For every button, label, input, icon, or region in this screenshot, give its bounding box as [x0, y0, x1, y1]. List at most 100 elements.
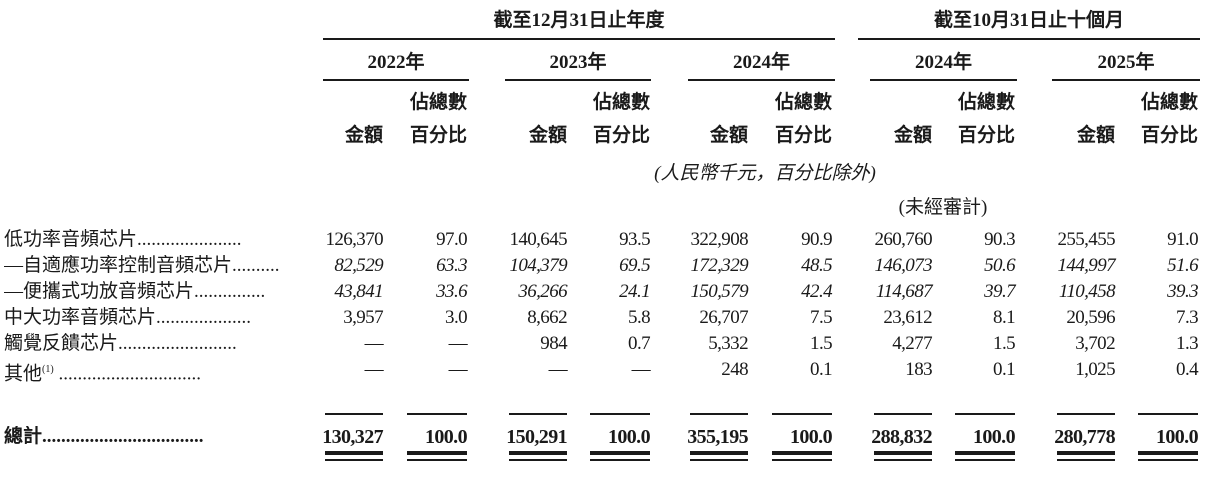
table-cell: 93.5	[619, 229, 650, 250]
table-cell: 1,025	[1075, 359, 1115, 380]
table-cell: 5.8	[628, 307, 651, 328]
double-rule-thick	[874, 451, 932, 455]
double-rule-thick	[772, 451, 832, 455]
table-cell: 144,997	[1057, 255, 1115, 276]
percent-header-line2: 百分比	[774, 125, 832, 146]
table-cell: 91.0	[1167, 229, 1198, 250]
year-header: 2023年	[549, 52, 607, 73]
group-header-full-year: 截至12月31日止年度	[493, 10, 665, 31]
subtotal-rule	[325, 413, 383, 415]
total-cell: 355,195	[687, 426, 748, 448]
total-cell: 100.0	[972, 426, 1016, 448]
total-cell: 280,778	[1054, 426, 1115, 448]
subtotal-rule	[874, 413, 932, 415]
leader-dots: ......................	[137, 229, 242, 250]
percent-header-line1: 佔總數	[592, 92, 650, 113]
subtotal-rule	[690, 413, 748, 415]
amount-header: 金額	[1076, 125, 1115, 146]
total-cell: 288,832	[871, 426, 932, 448]
table-cell: 0.1	[810, 359, 833, 380]
divider	[323, 79, 469, 81]
table-cell: 260,760	[874, 229, 932, 250]
row-label: 其他(1) ..............................	[4, 359, 312, 385]
table-cell: —	[448, 333, 468, 354]
leader-dots: ....................	[156, 307, 252, 328]
double-rule-thick	[1057, 451, 1115, 455]
double-rule-thin	[874, 459, 932, 461]
divider	[688, 79, 835, 81]
table-cell: 82,529	[334, 255, 383, 276]
double-rule-thin	[509, 459, 567, 461]
table-cell: 48.5	[801, 255, 832, 276]
unaudited-note: (未經審計)	[898, 197, 988, 218]
divider	[505, 79, 651, 81]
row-label: 中大功率音頻芯片....................	[4, 307, 312, 329]
total-cell: 100.0	[607, 426, 651, 448]
leader-dots: .........................	[118, 333, 237, 354]
percent-header-line2: 百分比	[409, 125, 467, 146]
row-label: 觸覺反饋芯片.........................	[4, 333, 312, 355]
subtotal-rule	[590, 413, 650, 415]
table-cell: 7.3	[1176, 307, 1199, 328]
table-cell: 7.5	[810, 307, 833, 328]
table-cell: 0.7	[628, 333, 651, 354]
percent-header-line2: 百分比	[957, 125, 1015, 146]
double-rule-thick	[590, 451, 650, 455]
table-cell: 26,707	[699, 307, 748, 328]
percent-header-line1: 佔總數	[409, 92, 467, 113]
table-cell: 0.4	[1176, 359, 1199, 380]
table-cell: 322,908	[690, 229, 748, 250]
table-cell: 104,379	[509, 255, 567, 276]
row-label: —便攜式功放音頻芯片...............	[4, 281, 312, 303]
table-cell: 172,329	[690, 255, 748, 276]
table-cell: 23,612	[883, 307, 932, 328]
row-label-text: —便攜式功放音頻芯片	[4, 281, 195, 302]
divider	[323, 38, 835, 40]
table-cell: 97.0	[436, 229, 467, 250]
table-cell: 183	[905, 359, 932, 380]
table-cell: 8,662	[527, 307, 567, 328]
double-rule-thin	[590, 459, 650, 461]
total-cell: 100.0	[424, 426, 468, 448]
table-cell: 51.6	[1167, 255, 1198, 276]
table-cell: 0.1	[993, 359, 1016, 380]
table-cell: 126,370	[325, 229, 383, 250]
table-cell: —	[548, 359, 568, 380]
amount-header: 金額	[709, 125, 748, 146]
table-cell: 39.7	[984, 281, 1015, 302]
leader-dots: ..........	[232, 255, 280, 276]
table-cell: 43,841	[334, 281, 383, 302]
table-cell: —	[364, 359, 384, 380]
leader-dots: ..................................	[42, 426, 204, 447]
double-rule-thick	[509, 451, 567, 455]
subtotal-rule	[1057, 413, 1115, 415]
row-label-text: 觸覺反饋芯片	[4, 333, 119, 354]
table-cell: 110,458	[1058, 281, 1116, 302]
double-rule-thin	[690, 459, 748, 461]
divider	[1052, 79, 1200, 81]
row-label-text: 其他	[4, 363, 43, 385]
double-rule-thin	[407, 459, 467, 461]
total-cell: 100.0	[1155, 426, 1199, 448]
year-header: 2025年	[1097, 52, 1155, 73]
amount-header: 金額	[893, 125, 932, 146]
subtotal-rule	[955, 413, 1015, 415]
double-rule-thick	[955, 451, 1015, 455]
table-cell: 36,266	[518, 281, 567, 302]
double-rule-thin	[1057, 459, 1115, 461]
double-rule-thick	[1138, 451, 1198, 455]
percent-header-line2: 百分比	[592, 125, 650, 146]
subtotal-rule	[1138, 413, 1198, 415]
table-cell: 4,277	[892, 333, 932, 354]
year-header: 2024年	[732, 52, 791, 73]
total-label-text: 總計	[4, 426, 43, 447]
amount-header: 金額	[528, 125, 567, 146]
leader-dots: ..............................	[53, 363, 201, 385]
divider	[870, 79, 1017, 81]
footnote-marker: (1)	[42, 364, 54, 375]
table-cell: —	[631, 359, 651, 380]
table-cell: 5,332	[708, 333, 748, 354]
table-cell: 140,645	[509, 229, 567, 250]
table-cell: 90.3	[984, 229, 1015, 250]
